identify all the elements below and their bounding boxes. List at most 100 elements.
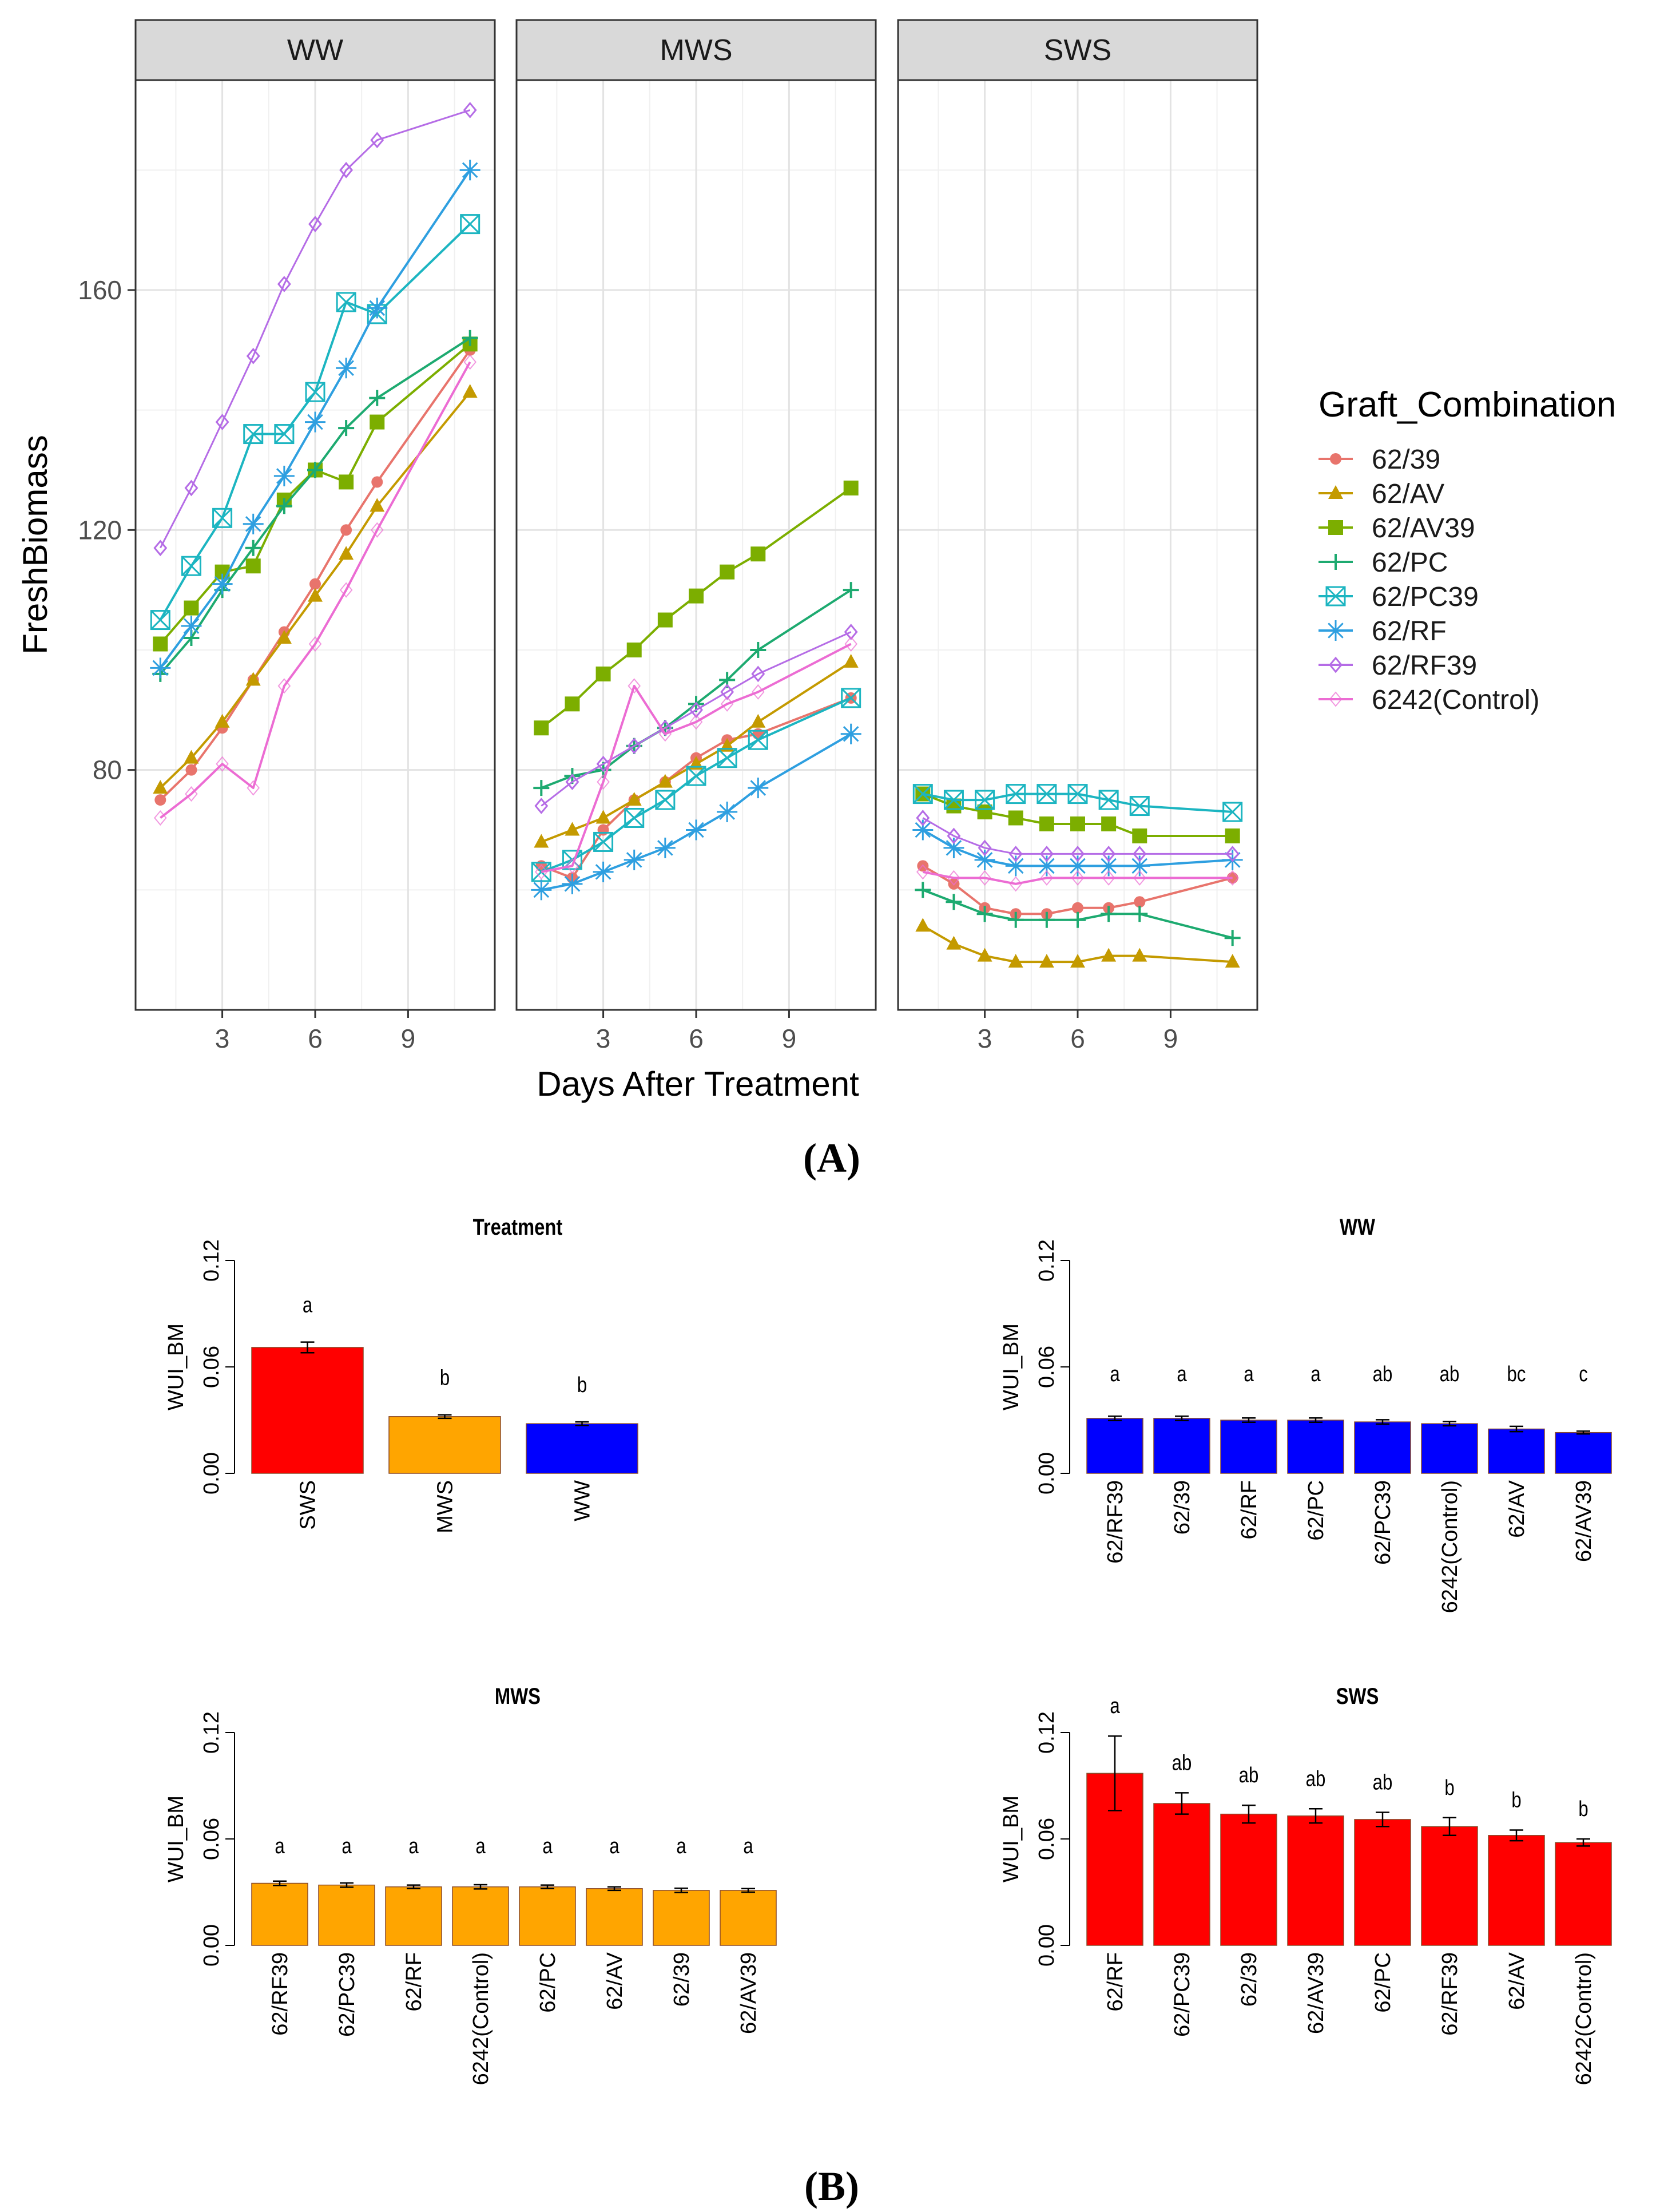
bar-6242-control (1555, 1842, 1612, 1946)
point-62-pc39-box (1006, 784, 1026, 804)
point-6242-control-shape (916, 864, 930, 880)
point-62-rf39-shape (1071, 846, 1085, 862)
x-tick-label: 9 (782, 1024, 797, 1053)
point-62-pc39-d2 (655, 790, 675, 810)
point-62-av (308, 588, 323, 602)
significance-letter: a (341, 1834, 352, 1858)
point-62-av (184, 750, 199, 764)
point-62-rf39-shape (844, 624, 858, 640)
point-6242-control (751, 684, 765, 700)
point-6242-control (247, 780, 260, 796)
point-6242-control-shape (247, 780, 260, 796)
point-62-av39-shape (565, 696, 580, 712)
point-62-av (1101, 948, 1117, 962)
legend-item-label: 62/AV (1372, 479, 1444, 509)
point-62-pc (1131, 906, 1148, 922)
point-62-av (370, 498, 385, 512)
point-6242-control (720, 696, 734, 712)
point-62-rf39-shape (339, 161, 354, 179)
point-62-rf39 (1039, 846, 1054, 862)
series-line-62-rf39 (159, 109, 471, 549)
point-62-rf39 (916, 810, 930, 826)
point-62-rf39 (463, 102, 477, 118)
significance-letter: ab (1440, 1362, 1460, 1386)
legend-key-marker-shape (1329, 656, 1343, 673)
bar-chart-ww: WW 0.00 0.06 0.12 WUI_BM a 62/RF39 a 62/39 a 62/RF… (999, 1214, 1612, 1613)
point-6242-control-shape (1071, 870, 1085, 886)
point-62-pc39-box (274, 424, 295, 445)
panel-b-bar-charts: Treatment0.000.060.12WUI_BMaSWSbMWSbWWWW… (164, 1214, 1612, 2085)
point-62-rf39-shape (534, 798, 549, 814)
point-62-pc39-box (460, 214, 480, 235)
point-62-av39 (534, 720, 549, 736)
significance-letter: ab (1373, 1362, 1393, 1386)
point-62-rf39 (947, 827, 961, 845)
point-6242-control-shape (1133, 870, 1146, 886)
point-6242-control-shape (1226, 870, 1239, 886)
point-62-rf-ray (1131, 858, 1148, 874)
legend-key-marker-ray (1328, 623, 1344, 639)
point-62-pc39 (943, 790, 964, 810)
point-62-39-shape (309, 578, 321, 590)
bar-chart-sws: SWS 0.00 0.06 0.12 WUI_BM a 62/RF ab 62/PC39 ab 62… (999, 1683, 1612, 2085)
point-62-rf-ray (245, 516, 261, 532)
category-label: WW (571, 1480, 595, 1521)
point-62-av-shape (184, 750, 199, 764)
bar-62-av (1488, 1835, 1545, 1946)
point-62-av-shape (153, 780, 168, 794)
point-62-pc39-box (593, 831, 614, 852)
point-62-39-shape (1134, 896, 1146, 908)
legend-key-marker (1328, 520, 1343, 535)
point-6242-control-shape (154, 810, 167, 826)
bar-62-av39 (720, 1890, 777, 1946)
point-6242-control (277, 678, 291, 694)
point-6242-control (844, 636, 857, 652)
point-62-pc39-box (1036, 784, 1057, 804)
facet-strip (134, 19, 496, 81)
point-62-pc39-box (655, 790, 676, 810)
bar-62-pc39 (318, 1884, 375, 1946)
point-62-av-shape (370, 498, 385, 512)
point-62-pc39-d2 (1006, 784, 1026, 804)
point-62-pc (533, 780, 550, 796)
point-6242-control (154, 810, 167, 826)
point-62-pc (338, 420, 355, 437)
point-62-rf (531, 879, 552, 901)
point-62-av-shape (626, 792, 642, 806)
point-62-rf-ray (595, 864, 611, 880)
point-62-pc39-d2 (1099, 790, 1119, 810)
point-6242-control-shape (216, 756, 229, 772)
significance-letter: ab (1239, 1763, 1259, 1787)
x-tick-label: 3 (596, 1024, 611, 1053)
point-62-pc39 (243, 424, 264, 445)
point-62-av (915, 918, 931, 932)
significance-letter: a (408, 1834, 419, 1858)
point-62-rf39-shape (370, 132, 384, 149)
point-62-av-shape (276, 630, 292, 644)
significance-letter: a (743, 1834, 753, 1858)
point-6242-control (370, 522, 384, 538)
point-6242-control (658, 726, 672, 742)
point-62-av-shape (245, 672, 261, 686)
point-62-pc39 (593, 831, 614, 852)
facet-ww: WW 3 6 9 (134, 19, 496, 1053)
point-62-pc (369, 390, 386, 406)
point-62-av (977, 948, 992, 962)
point-62-rf-ray (1070, 858, 1086, 874)
point-62-av (1070, 954, 1085, 968)
point-62-av-shape (1039, 954, 1054, 968)
point-62-av (1132, 948, 1147, 962)
legend-title: Graft_Combination (1319, 385, 1616, 425)
category-label: 62/PC39 (1371, 1480, 1395, 1565)
category-label: 62/RF39 (268, 1952, 292, 2036)
point-62-39 (371, 476, 383, 488)
point-62-av39 (1070, 816, 1085, 831)
point-6242-control-shape (308, 636, 322, 652)
point-62-rf39 (215, 414, 229, 430)
point-62-pc (307, 462, 323, 478)
category-label: 62/AV39 (737, 1952, 761, 2034)
y-axis-title: WUI_BM (999, 1323, 1023, 1410)
category-label: 62/PC (536, 1952, 560, 2013)
category-label: 6242(Control) (1438, 1480, 1462, 1613)
point-62-rf-ray (369, 300, 386, 316)
